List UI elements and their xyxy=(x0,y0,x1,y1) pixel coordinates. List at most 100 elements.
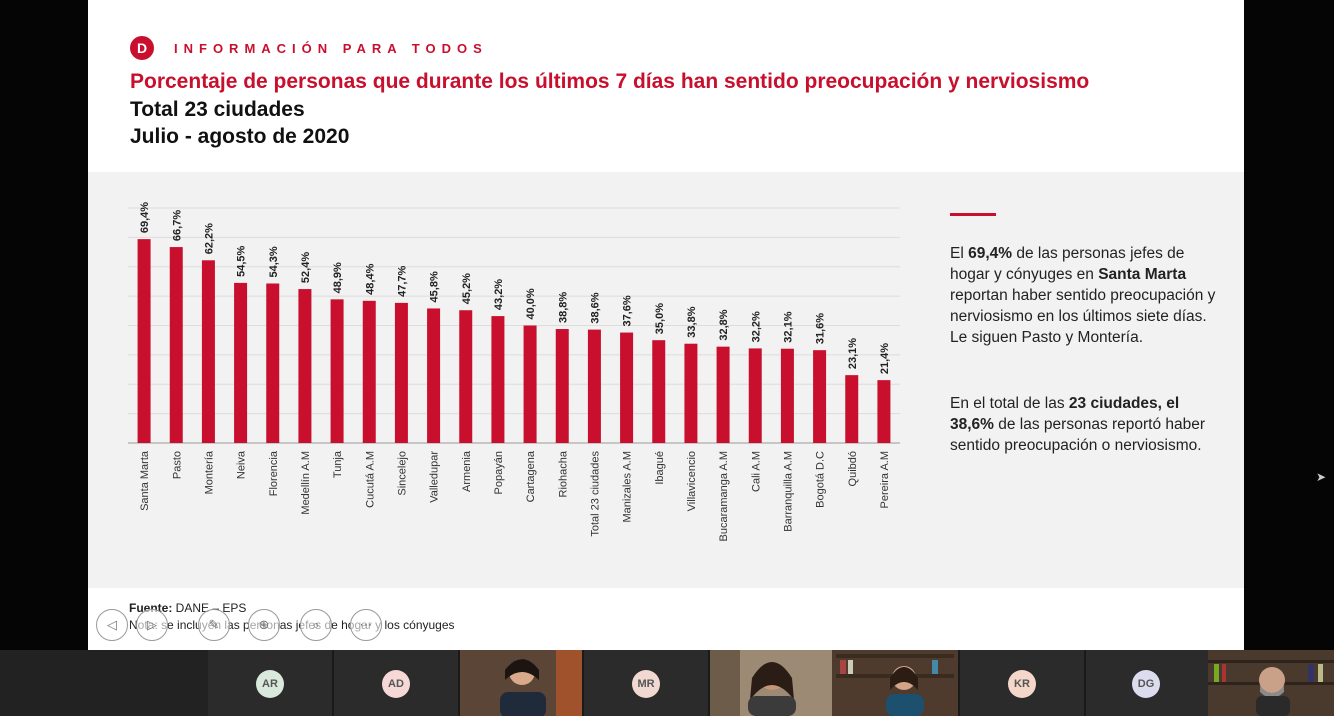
x-tick-label: Pereira A.M xyxy=(879,451,891,508)
bar xyxy=(491,316,505,443)
side-panel-accent-rule xyxy=(950,213,996,216)
participant-avatar-ar: AR xyxy=(256,670,284,698)
data-label: 38,6% xyxy=(589,292,601,323)
bar xyxy=(845,375,859,443)
next-slide-button[interactable]: ▷ xyxy=(136,609,168,641)
participant-initials-dg: DG xyxy=(1137,678,1155,690)
data-label: 45,2% xyxy=(461,273,473,304)
data-label: 48,4% xyxy=(364,263,376,294)
bar xyxy=(523,325,537,443)
data-label: 62,2% xyxy=(203,223,215,254)
data-label: 40,0% xyxy=(525,288,537,319)
x-tick-label: Medellín A.M xyxy=(300,451,312,515)
side-panel-paragraph-1: El 69,4% de las personas jefes de hogar … xyxy=(950,245,1216,346)
bar xyxy=(362,300,376,443)
participant-tile-dg[interactable]: DG xyxy=(1086,650,1208,716)
x-tick-label: Total 23 ciudades xyxy=(589,451,601,537)
pen-tool-button[interactable]: ✎ xyxy=(198,609,230,641)
bar xyxy=(330,299,344,443)
x-tick-label: Sincelejo xyxy=(396,451,408,496)
data-label: 48,9% xyxy=(332,262,344,293)
data-label: 52,4% xyxy=(300,252,312,283)
data-label: 31,6% xyxy=(815,313,827,344)
slide-footer: Fuente: DANE – EPS Nota: se incluyen las… xyxy=(129,600,455,634)
chart-panel-background xyxy=(88,172,1244,588)
x-tick-label: Cali A.M xyxy=(750,451,762,492)
x-tick-label: Montería xyxy=(203,450,215,494)
participant-video-3[interactable] xyxy=(832,650,958,716)
bar xyxy=(877,380,891,443)
side-panel-paragraph-2: En el total de las 23 ciudades, el 38,6%… xyxy=(950,395,1206,454)
x-tick-label: Ibagué xyxy=(654,451,666,485)
x-tick-label: Quibdó xyxy=(847,451,859,486)
data-label: 32,1% xyxy=(782,311,794,342)
participant-tile-mr[interactable]: MR xyxy=(584,650,708,716)
participant-video-2-image xyxy=(710,650,832,716)
data-label: 69,4% xyxy=(139,202,151,233)
participant-video-4[interactable] xyxy=(1208,650,1334,716)
more-options-button[interactable]: ⋯ xyxy=(350,609,382,641)
bar xyxy=(587,329,601,443)
participant-video-1-image xyxy=(460,650,582,716)
bar xyxy=(427,308,441,443)
bar xyxy=(684,343,698,443)
participant-avatar-mr: MR xyxy=(632,670,660,698)
participant-tile-empty xyxy=(0,650,208,716)
more-options-icon: ⋯ xyxy=(359,617,373,632)
data-label: 23,1% xyxy=(847,338,859,369)
participant-video-1[interactable] xyxy=(460,650,582,716)
slide-subtitle-period: Julio - agosto de 2020 xyxy=(130,125,350,148)
data-label: 47,7% xyxy=(396,265,408,296)
search-button[interactable]: ⌕ xyxy=(300,609,332,641)
bar xyxy=(459,310,473,443)
bar xyxy=(780,348,794,443)
x-tick-label: Tunja xyxy=(332,450,344,478)
x-tick-label: Cucutá A.M xyxy=(364,451,376,508)
x-tick-label: Manizales A.M xyxy=(622,451,634,523)
bar xyxy=(716,346,730,443)
x-tick-label: Florencia xyxy=(268,450,280,496)
bar xyxy=(555,329,569,443)
x-tick-label: Barranquilla A.M xyxy=(782,451,794,532)
data-label: 35,0% xyxy=(654,303,666,334)
participant-tile-ad[interactable]: AD xyxy=(334,650,458,716)
participant-tile-kr[interactable]: KR xyxy=(960,650,1084,716)
participant-initials-ar: AR xyxy=(262,678,278,690)
participant-strip: AR AD MR xyxy=(0,650,1334,716)
x-tick-label: Cartagena xyxy=(525,450,537,502)
previous-slide-button[interactable]: ◁ xyxy=(96,609,128,641)
x-tick-label: Neiva xyxy=(236,450,248,479)
x-tick-label: Armenia xyxy=(461,450,473,492)
bar xyxy=(234,282,248,443)
participant-initials-ad: AD xyxy=(388,678,404,690)
zoom-button[interactable]: ⊕ xyxy=(248,609,280,641)
data-label: 32,8% xyxy=(718,309,730,340)
participant-video-2[interactable] xyxy=(710,650,832,716)
x-tick-label: Pasto xyxy=(171,451,183,479)
participant-tile-ar[interactable]: AR xyxy=(208,650,332,716)
next-slide-icon: ▷ xyxy=(147,617,157,632)
bar xyxy=(169,247,183,443)
x-tick-label: Bucaramanga A.M xyxy=(718,451,730,542)
x-tick-label: Bogotá D.C xyxy=(815,451,827,508)
bar xyxy=(652,340,666,443)
data-label: 32,2% xyxy=(750,311,762,342)
zoom-icon: ⊕ xyxy=(258,617,270,632)
bar xyxy=(201,260,215,443)
data-label: 66,7% xyxy=(171,210,183,241)
data-label: 38,8% xyxy=(557,292,569,323)
bar xyxy=(298,289,312,443)
search-icon: ⌕ xyxy=(312,617,320,632)
participant-avatar-dg: DG xyxy=(1132,670,1160,698)
brand-header: D INFORMACIÓN PARA TODOS xyxy=(130,36,488,60)
source-line: Fuente: DANE – EPS xyxy=(129,601,247,615)
brand-tagline: INFORMACIÓN PARA TODOS xyxy=(174,40,488,56)
participant-initials-mr: MR xyxy=(637,678,655,690)
participant-video-3-image xyxy=(832,650,958,716)
x-tick-label: Valledupar xyxy=(429,451,441,503)
participant-video-4-image xyxy=(1208,650,1334,716)
data-label: 37,6% xyxy=(622,295,634,326)
bar xyxy=(748,348,762,443)
data-label: 43,2% xyxy=(493,279,505,310)
participant-avatar-ad: AD xyxy=(382,670,410,698)
